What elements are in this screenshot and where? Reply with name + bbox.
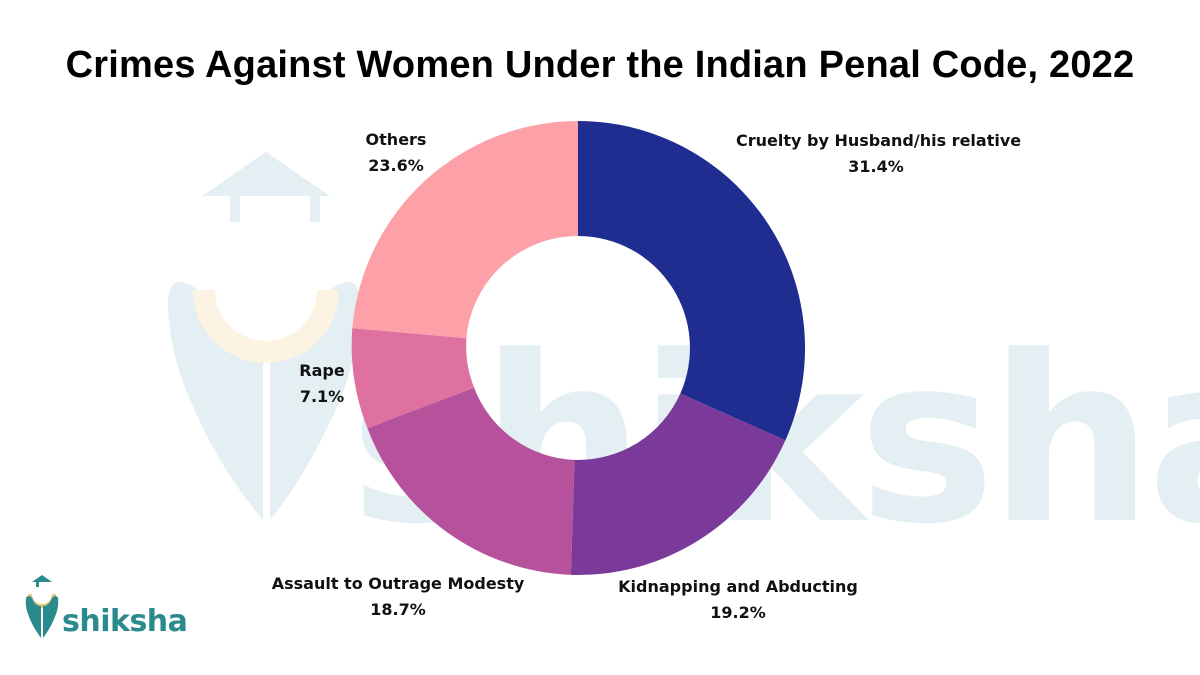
slice-others — [352, 121, 578, 339]
label-assault-name: Assault to Outrage Modesty — [271, 574, 525, 593]
label-rape-name: Rape — [299, 361, 345, 380]
label-others-name: Others — [365, 130, 427, 149]
slice-cruelty — [578, 120, 806, 441]
chart-title: Crimes Against Women Under the Indian Pe… — [65, 44, 1135, 86]
slice-kidnapping — [570, 393, 786, 576]
label-rape: Rape 7.1% — [292, 358, 352, 410]
label-others-pct: 23.6% — [368, 156, 424, 175]
label-assault: Assault to Outrage Modesty 18.7% — [268, 571, 528, 623]
label-assault-pct: 18.7% — [370, 600, 426, 619]
slice-rape — [351, 328, 475, 429]
label-cruelty: Cruelty by Husband/his relative 31.4% — [736, 128, 1022, 180]
label-kidnapping: Kidnapping and Abducting 19.2% — [614, 574, 862, 626]
label-kidnapping-name: Kidnapping and Abducting — [618, 577, 858, 596]
label-rape-pct: 7.1% — [299, 387, 345, 406]
label-cruelty-pct: 31.4% — [848, 157, 904, 176]
label-others: Others 23.6% — [356, 127, 436, 179]
label-kidnapping-pct: 19.2% — [710, 603, 766, 622]
slice-assault — [367, 387, 575, 575]
label-cruelty-name: Cruelty by Husband/his relative — [736, 131, 1022, 150]
shiksha-logo-icon — [25, 575, 59, 638]
brand-name: shiksha — [62, 604, 188, 639]
